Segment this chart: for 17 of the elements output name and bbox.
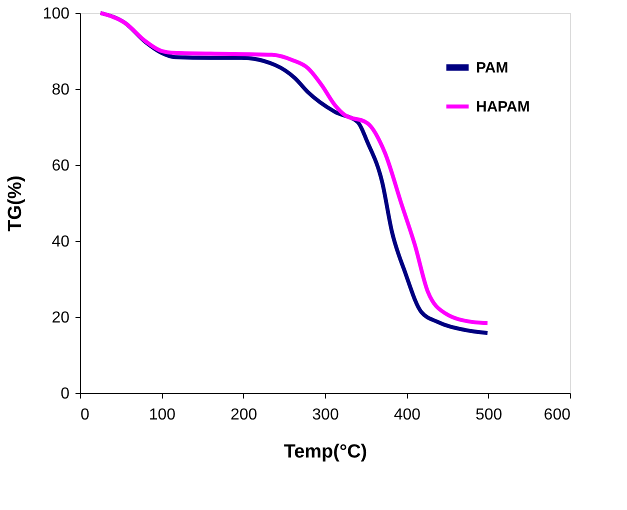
- y-axis-title: TG(%): [4, 176, 26, 232]
- x-tick-label: 600: [544, 406, 571, 424]
- y-tick-label: 60: [52, 158, 70, 174]
- y-tick-label: 0: [60, 386, 70, 402]
- y-tick-label: 100: [42, 6, 70, 22]
- x-tick-label: 400: [394, 406, 421, 424]
- x-tick-label: 500: [475, 406, 502, 424]
- y-tick-label: 80: [52, 82, 70, 98]
- x-tick-label: 0: [80, 406, 90, 424]
- y-tick-label: 40: [52, 234, 70, 250]
- x-tick-label: 300: [312, 406, 339, 424]
- x-tick-label: 200: [230, 406, 258, 424]
- legend-label: HAPAM: [476, 98, 530, 116]
- x-tick-label: 100: [148, 406, 176, 424]
- legend-label: PAM: [476, 60, 508, 76]
- x-axis-title: Temp(°C): [284, 442, 368, 462]
- y-tick-label: 20: [52, 310, 70, 326]
